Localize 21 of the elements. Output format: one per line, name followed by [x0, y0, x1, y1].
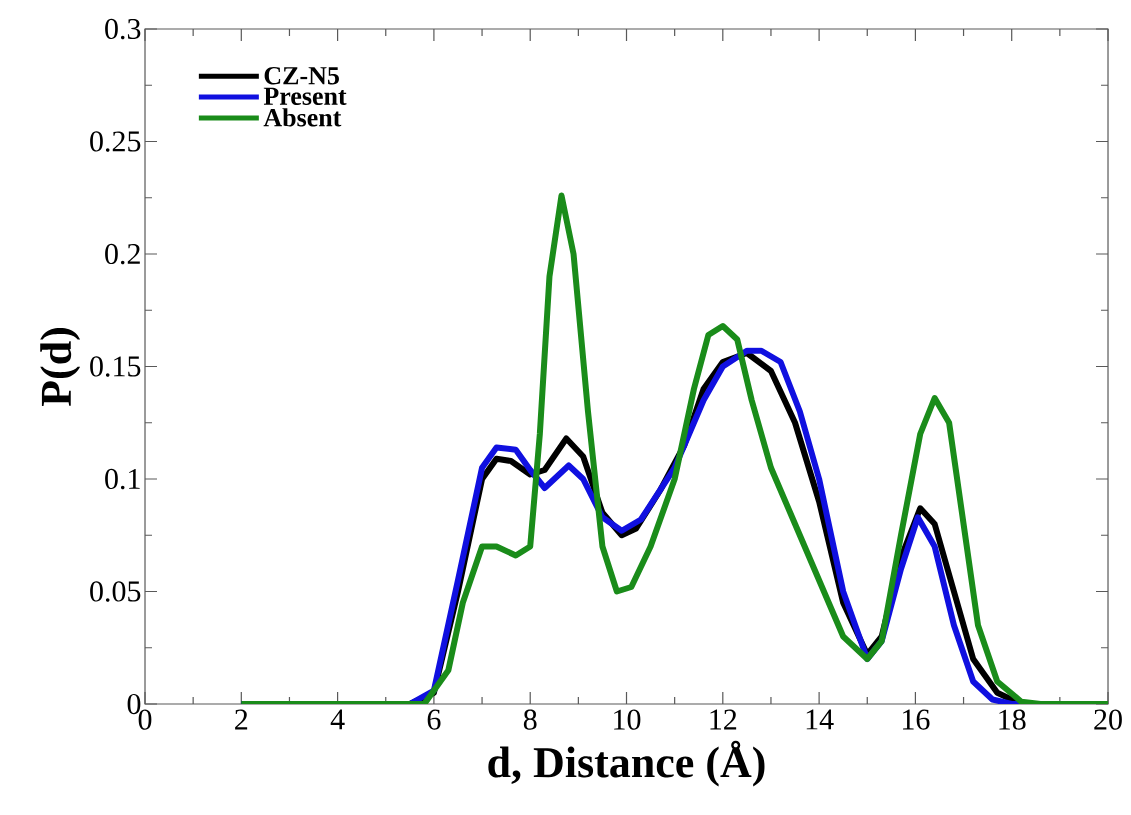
y-tick-label: 0.05	[90, 581, 141, 602]
x-tick-label: 20	[1094, 709, 1122, 730]
x-tick-label: 4	[330, 709, 345, 730]
legend-label: Present	[263, 87, 347, 105]
x-axis-title: d, Distance (Å)	[488, 740, 765, 787]
legend-label: CZ-N5	[264, 66, 339, 85]
x-tick-label: 6	[427, 709, 441, 730]
x-tick-label: 18	[999, 709, 1026, 730]
x-tick-label: 12	[710, 709, 737, 730]
x-tick-label: 16	[903, 709, 930, 730]
y-tick-label: 0.15	[90, 356, 141, 377]
x-tick-label: 10	[614, 709, 641, 730]
x-tick-label: 14	[806, 709, 834, 730]
y-tick-label: 0.25	[90, 131, 141, 152]
y-tick-label: 0.2	[105, 243, 140, 265]
y-tick-label: 0.1	[105, 468, 140, 490]
x-tick-label: 2	[235, 709, 248, 730]
y-tick-label: 0.3	[105, 18, 141, 40]
legend-label: Absent	[263, 108, 342, 127]
x-tick-label: 8	[523, 709, 537, 730]
y-axis-title: P(d)	[40, 328, 81, 407]
